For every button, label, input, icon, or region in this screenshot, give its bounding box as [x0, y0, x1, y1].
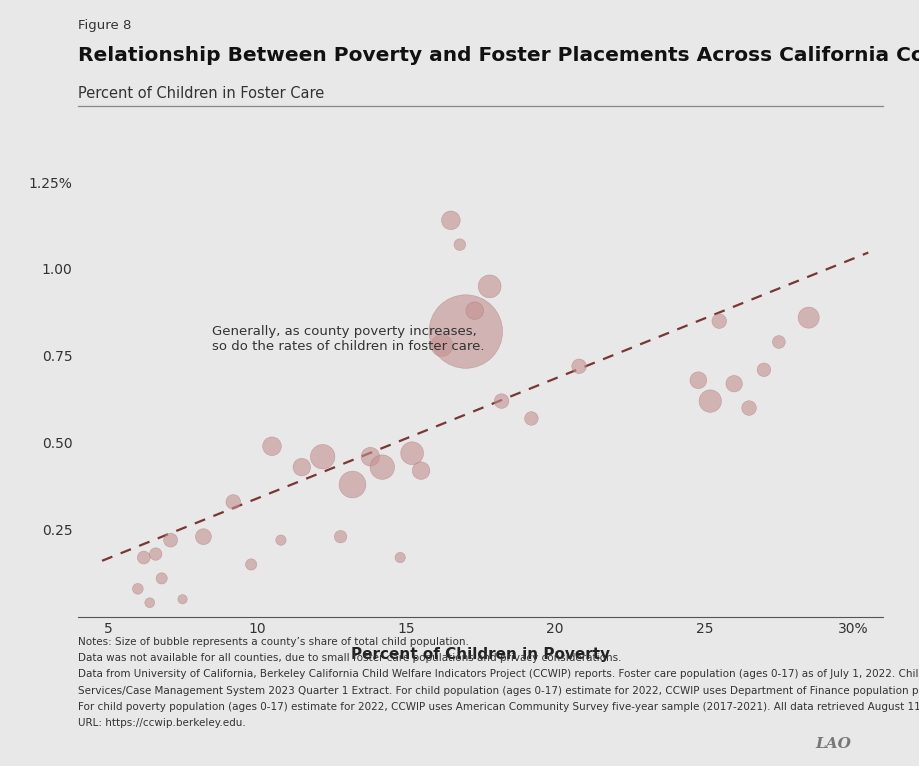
Text: Percent of Children in Foster Care: Percent of Children in Foster Care: [78, 86, 324, 101]
Point: [154, 572, 169, 584]
Point: [375, 461, 390, 473]
Text: Generally, as county poverty increases,
so do the rates of children in foster ca: Generally, as county poverty increases, …: [212, 325, 484, 352]
Text: Services/Case Management System 2023 Quarter 1 Extract. For child population (ag: Services/Case Management System 2023 Qua…: [78, 686, 919, 696]
Point: [443, 214, 458, 227]
Point: [294, 461, 309, 473]
Point: [414, 464, 428, 476]
Point: [142, 597, 157, 609]
Text: Data was not available for all counties, due to small foster care populations an: Data was not available for all counties,…: [78, 653, 621, 663]
Point: [392, 552, 407, 564]
Point: [175, 593, 189, 605]
Point: [800, 312, 815, 324]
Point: [244, 558, 258, 571]
Point: [434, 339, 448, 352]
Point: [196, 531, 210, 543]
Point: [148, 548, 163, 560]
Text: For child poverty population (ages 0-17) estimate for 2022, CCWIP uses American : For child poverty population (ages 0-17)…: [78, 702, 919, 712]
Point: [494, 395, 508, 408]
Point: [265, 440, 279, 453]
Point: [163, 534, 177, 546]
Point: [333, 531, 347, 543]
Point: [524, 412, 539, 424]
Point: [771, 336, 786, 348]
Point: [458, 326, 472, 338]
Point: [482, 280, 496, 293]
Point: [726, 378, 741, 390]
Text: Notes: Size of bubble represents a county’s share of total child population.: Notes: Size of bubble represents a count…: [78, 637, 469, 647]
Point: [702, 395, 717, 408]
Point: [571, 360, 585, 372]
Point: [315, 450, 330, 463]
Text: Relationship Between Poverty and Foster Placements Across California Counties: Relationship Between Poverty and Foster …: [78, 46, 919, 65]
Text: LAO: LAO: [814, 737, 850, 751]
Point: [711, 315, 726, 327]
Point: [467, 305, 482, 317]
Text: URL: https://ccwip.berkeley.edu.: URL: https://ccwip.berkeley.edu.: [78, 718, 245, 728]
Point: [136, 552, 151, 564]
Point: [273, 534, 288, 546]
Point: [130, 583, 145, 595]
Point: [345, 479, 359, 491]
Point: [755, 364, 770, 376]
Point: [363, 450, 378, 463]
X-axis label: Percent of Children in Poverty: Percent of Children in Poverty: [351, 647, 609, 663]
Point: [404, 447, 419, 460]
Point: [741, 402, 755, 414]
Point: [690, 374, 705, 386]
Point: [226, 496, 241, 508]
Text: Figure 8: Figure 8: [78, 19, 131, 32]
Point: [452, 238, 467, 250]
Text: Data from University of California, Berkeley California Child Welfare Indicators: Data from University of California, Berk…: [78, 669, 919, 679]
